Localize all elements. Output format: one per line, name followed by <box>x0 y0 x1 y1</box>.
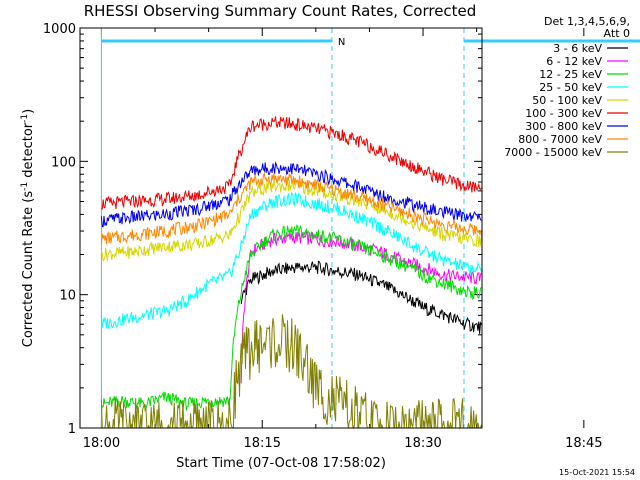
svg-text:Corrected Count Rate (s-1 dete: Corrected Count Rate (s-1 detector-1) <box>20 109 36 347</box>
y-tick-label: 1 <box>68 422 76 437</box>
x-tick-label: 18:45 <box>565 436 602 451</box>
plot-frame <box>79 27 483 429</box>
legend-header-1: Det 1,3,4,5,6,9, <box>544 15 630 28</box>
legend-label: 100 - 300 keV <box>525 107 602 120</box>
legend-label: 6 - 12 keV <box>546 55 602 68</box>
chart-title: RHESSI Observing Summary Count Rates, Co… <box>84 2 477 20</box>
series-lines <box>100 116 482 430</box>
night-marker-label: N <box>338 37 345 48</box>
series-line <box>100 314 482 430</box>
legend-label: 300 - 800 keV <box>525 120 602 133</box>
series-line <box>100 179 482 262</box>
x-tick-label: 18:15 <box>244 436 281 451</box>
series-line <box>100 161 482 228</box>
y-tick-label: 100 <box>51 155 76 170</box>
axis-ticks: 18:0018:1518:3018:4519:0019:1519:3011010… <box>43 22 603 451</box>
x-tick-label: 18:30 <box>404 436 441 451</box>
series-line <box>100 191 482 329</box>
series-line <box>101 116 482 210</box>
x-tick-label: 18:00 <box>83 436 120 451</box>
y-axis-label: Corrected Count Rate (s-1 detector-1) <box>20 109 36 347</box>
legend-label: 50 - 100 keV <box>532 94 602 107</box>
series-line <box>240 260 482 334</box>
series-line <box>100 224 482 411</box>
legend-label: 25 - 50 keV <box>539 81 602 94</box>
series-line <box>100 171 482 245</box>
footer-date: 15-Oct-2021 15:54 <box>559 468 635 477</box>
legend-header-2: Att 0 <box>604 27 630 40</box>
y-tick-label: 10 <box>59 289 76 304</box>
legend-label: 7000 - 15000 keV <box>504 146 602 159</box>
x-axis-label: Start Time (07-Oct-08 17:58:02) <box>176 456 386 471</box>
legend-label: 800 - 7000 keV <box>518 133 602 146</box>
legend-label: 3 - 6 keV <box>553 42 602 55</box>
legend-label: 12 - 25 keV <box>539 68 602 81</box>
night-markers: N <box>100 28 640 428</box>
y-tick-label: 1000 <box>43 22 76 37</box>
